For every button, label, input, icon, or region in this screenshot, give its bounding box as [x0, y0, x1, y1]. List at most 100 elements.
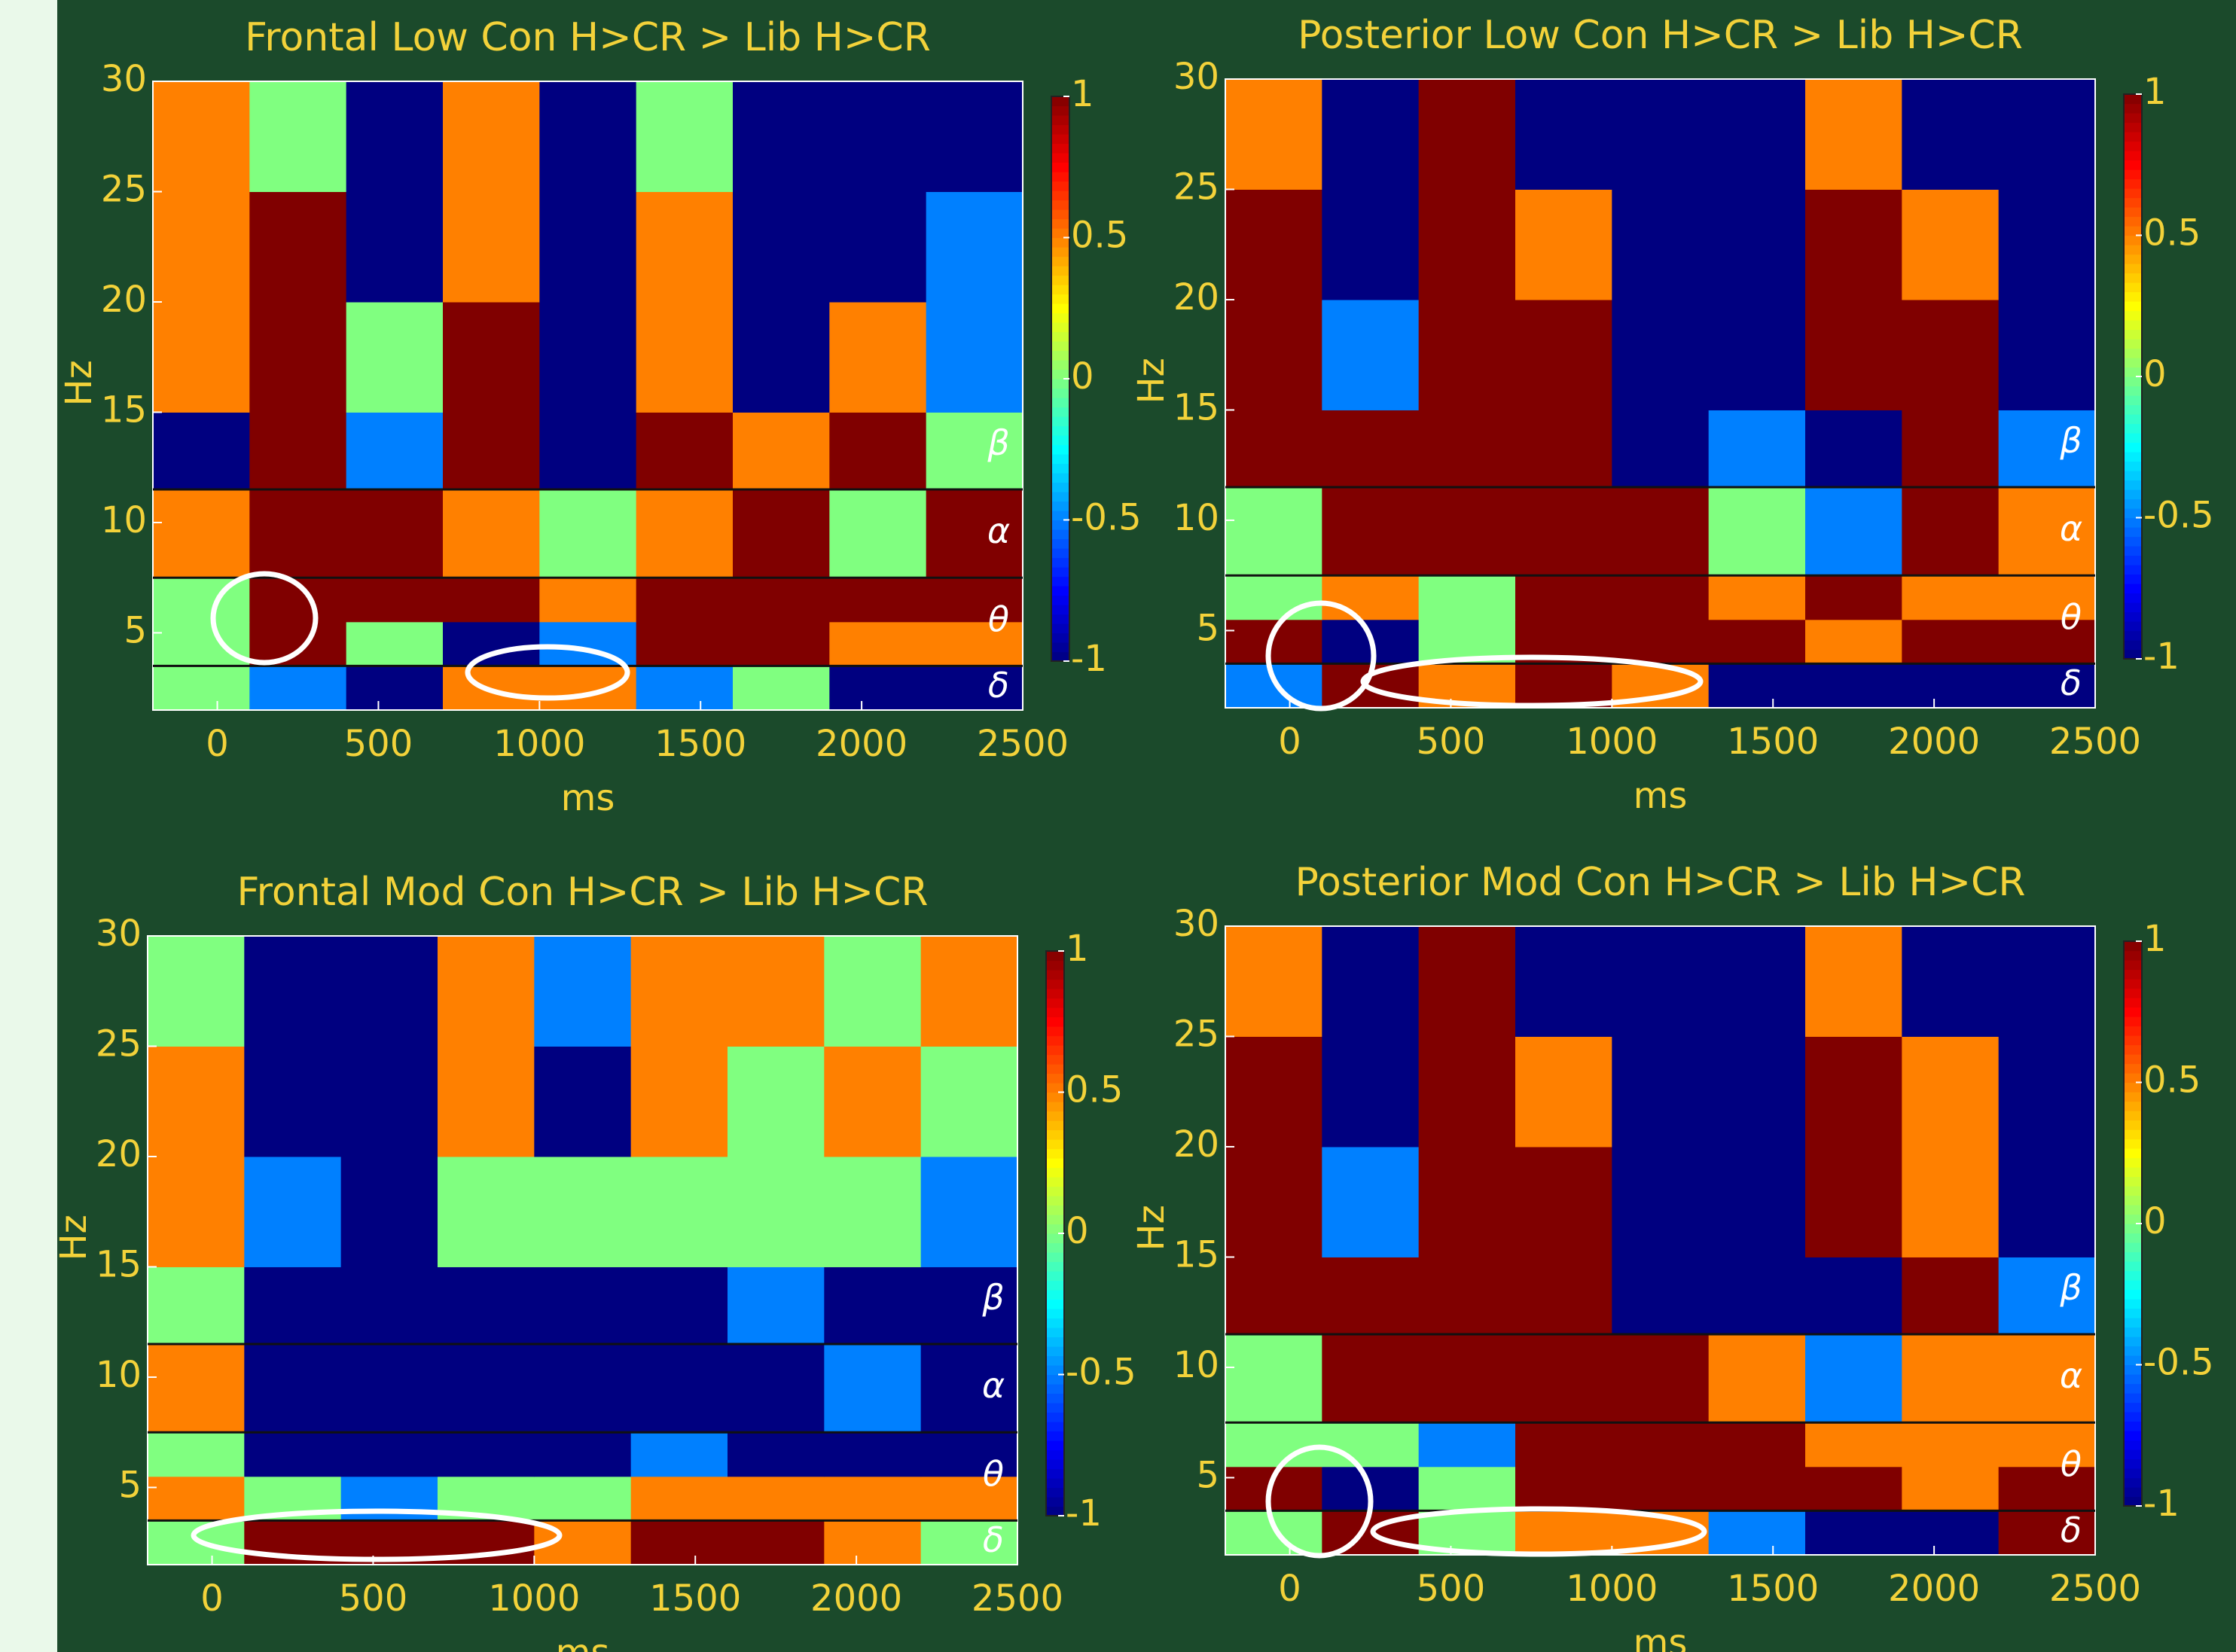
y-tick-label: 30 — [1173, 56, 1219, 98]
x-axis-label: ms — [1634, 1622, 1688, 1652]
colorbar-slice — [2124, 1138, 2142, 1149]
heatmap-cell — [244, 936, 342, 1047]
heatmap-cell — [630, 936, 728, 1047]
heatmap-cell — [630, 1344, 728, 1433]
colorbar-slice — [1051, 623, 1069, 634]
x-tick-label: 2500 — [2049, 721, 2141, 763]
heatmap-cell — [1805, 1146, 1902, 1257]
colorbar-slice — [2124, 245, 2142, 255]
heatmap-cell — [1612, 1146, 1710, 1257]
colorbar-slice — [1051, 200, 1069, 210]
heatmap-cell — [244, 1344, 342, 1433]
heatmap-cell — [636, 578, 734, 623]
heatmap-cell — [443, 489, 540, 578]
colorbar-slice — [1051, 331, 1069, 342]
heatmap-cell — [1418, 1422, 1516, 1468]
colorbar-slice — [2124, 611, 2142, 622]
plot-frame — [152, 81, 1023, 711]
heatmap-cell — [1225, 299, 1322, 410]
heatmap-cell — [1225, 1146, 1322, 1257]
colorbar-slice — [1051, 105, 1069, 116]
colorbar-tick-label: 0 — [2143, 353, 2167, 395]
y-tick-label: 10 — [1173, 1344, 1219, 1386]
colorbar-slice — [1051, 247, 1069, 258]
colorbar-slice — [2124, 1101, 2142, 1111]
heatmap-cell — [636, 81, 734, 192]
x-tick-label: 2000 — [1888, 721, 1980, 763]
heatmap-cell — [630, 1476, 728, 1521]
colorbar-slice — [1051, 181, 1069, 191]
colorbar-slice — [2124, 226, 2142, 236]
colorbar-slice — [2124, 103, 2142, 114]
heatmap-cell — [438, 1344, 535, 1433]
x-tick-label: 2000 — [810, 1577, 902, 1620]
heatmap-cell — [1805, 487, 1902, 576]
chart-title: Posterior Low Con H>CR > Lib H>CR — [1298, 13, 2023, 58]
heatmap-cell — [346, 412, 444, 490]
heatmap-cell — [1708, 487, 1806, 576]
annotation-ellipse — [1370, 1506, 1707, 1557]
colorbar-slice — [1051, 237, 1069, 248]
heatmap-cell — [636, 621, 734, 666]
colorbar-slice — [2124, 348, 2142, 358]
colorbar-slice — [1046, 1064, 1064, 1074]
heatmap-cell — [1225, 1422, 1322, 1468]
heatmap-cell — [1902, 410, 2000, 488]
heatmap-cell — [630, 1046, 728, 1157]
heatmap-cell — [340, 1266, 438, 1345]
colorbar-slice — [1051, 322, 1069, 333]
colorbar-tick-label: 1 — [2143, 71, 2167, 113]
heatmap-cell — [534, 1156, 632, 1267]
colorbar-tick-label: -0.5 — [2143, 1342, 2214, 1384]
heatmap-cell — [1998, 1466, 2096, 1511]
colorbar-slice — [1051, 538, 1069, 549]
heatmap-cell — [733, 301, 830, 413]
heatmap-cell — [926, 489, 1023, 578]
y-tick-label: 20 — [1173, 1123, 1219, 1166]
colorbar-slice — [2124, 320, 2142, 331]
colorbar-slice — [2124, 1224, 2142, 1234]
heatmap-cell — [249, 666, 347, 711]
colorbar-slice — [1046, 1449, 1064, 1460]
heatmap-cell — [148, 1344, 245, 1433]
heatmap-cell — [1998, 299, 2096, 410]
colorbar-slice — [2124, 282, 2142, 293]
heatmap-cell — [148, 1156, 245, 1267]
x-axis-label: ms — [561, 777, 615, 819]
colorbar-slice — [1046, 1102, 1064, 1112]
colorbar-slice — [2124, 1477, 2142, 1488]
heatmap-cell — [340, 1046, 438, 1157]
heatmap-cell — [926, 621, 1023, 666]
heatmap-cell — [1902, 575, 2000, 620]
colorbar-slice — [1046, 1355, 1064, 1366]
colorbar-slice — [1046, 1346, 1064, 1357]
x-tick-label: 1500 — [1727, 1568, 1819, 1610]
heatmap-cell — [148, 936, 245, 1047]
heatmap-cell — [920, 1476, 1018, 1521]
heatmap-cell — [1805, 926, 1902, 1037]
heatmap-cell — [1225, 1036, 1322, 1148]
heatmap-cell — [1515, 575, 1612, 620]
heatmap-cell — [728, 1266, 825, 1345]
heatmap-cell — [1515, 189, 1612, 300]
colorbar-slice — [1046, 1497, 1064, 1507]
colorbar-slice — [1051, 398, 1069, 408]
colorbar-slice — [2124, 367, 2142, 377]
colorbar-slice — [2124, 1016, 2142, 1027]
x-tick-label: 2500 — [972, 1577, 1063, 1620]
colorbar-slice — [2124, 517, 2142, 528]
heatmap-cell — [1515, 1422, 1612, 1468]
annotation-ellipse — [1265, 1444, 1374, 1559]
heatmap-cell — [1225, 619, 1322, 664]
heatmap-cell — [824, 1344, 922, 1433]
heatmap-cell — [1515, 79, 1612, 190]
colorbar-slice — [1051, 557, 1069, 568]
colorbar-slice — [2124, 1233, 2142, 1243]
heatmap-cell — [539, 489, 637, 578]
heatmap-cell — [1708, 1466, 1806, 1511]
annotation-ellipse — [1360, 654, 1704, 709]
colorbar-slice — [1046, 1196, 1064, 1206]
heatmap-cell — [630, 1156, 728, 1267]
